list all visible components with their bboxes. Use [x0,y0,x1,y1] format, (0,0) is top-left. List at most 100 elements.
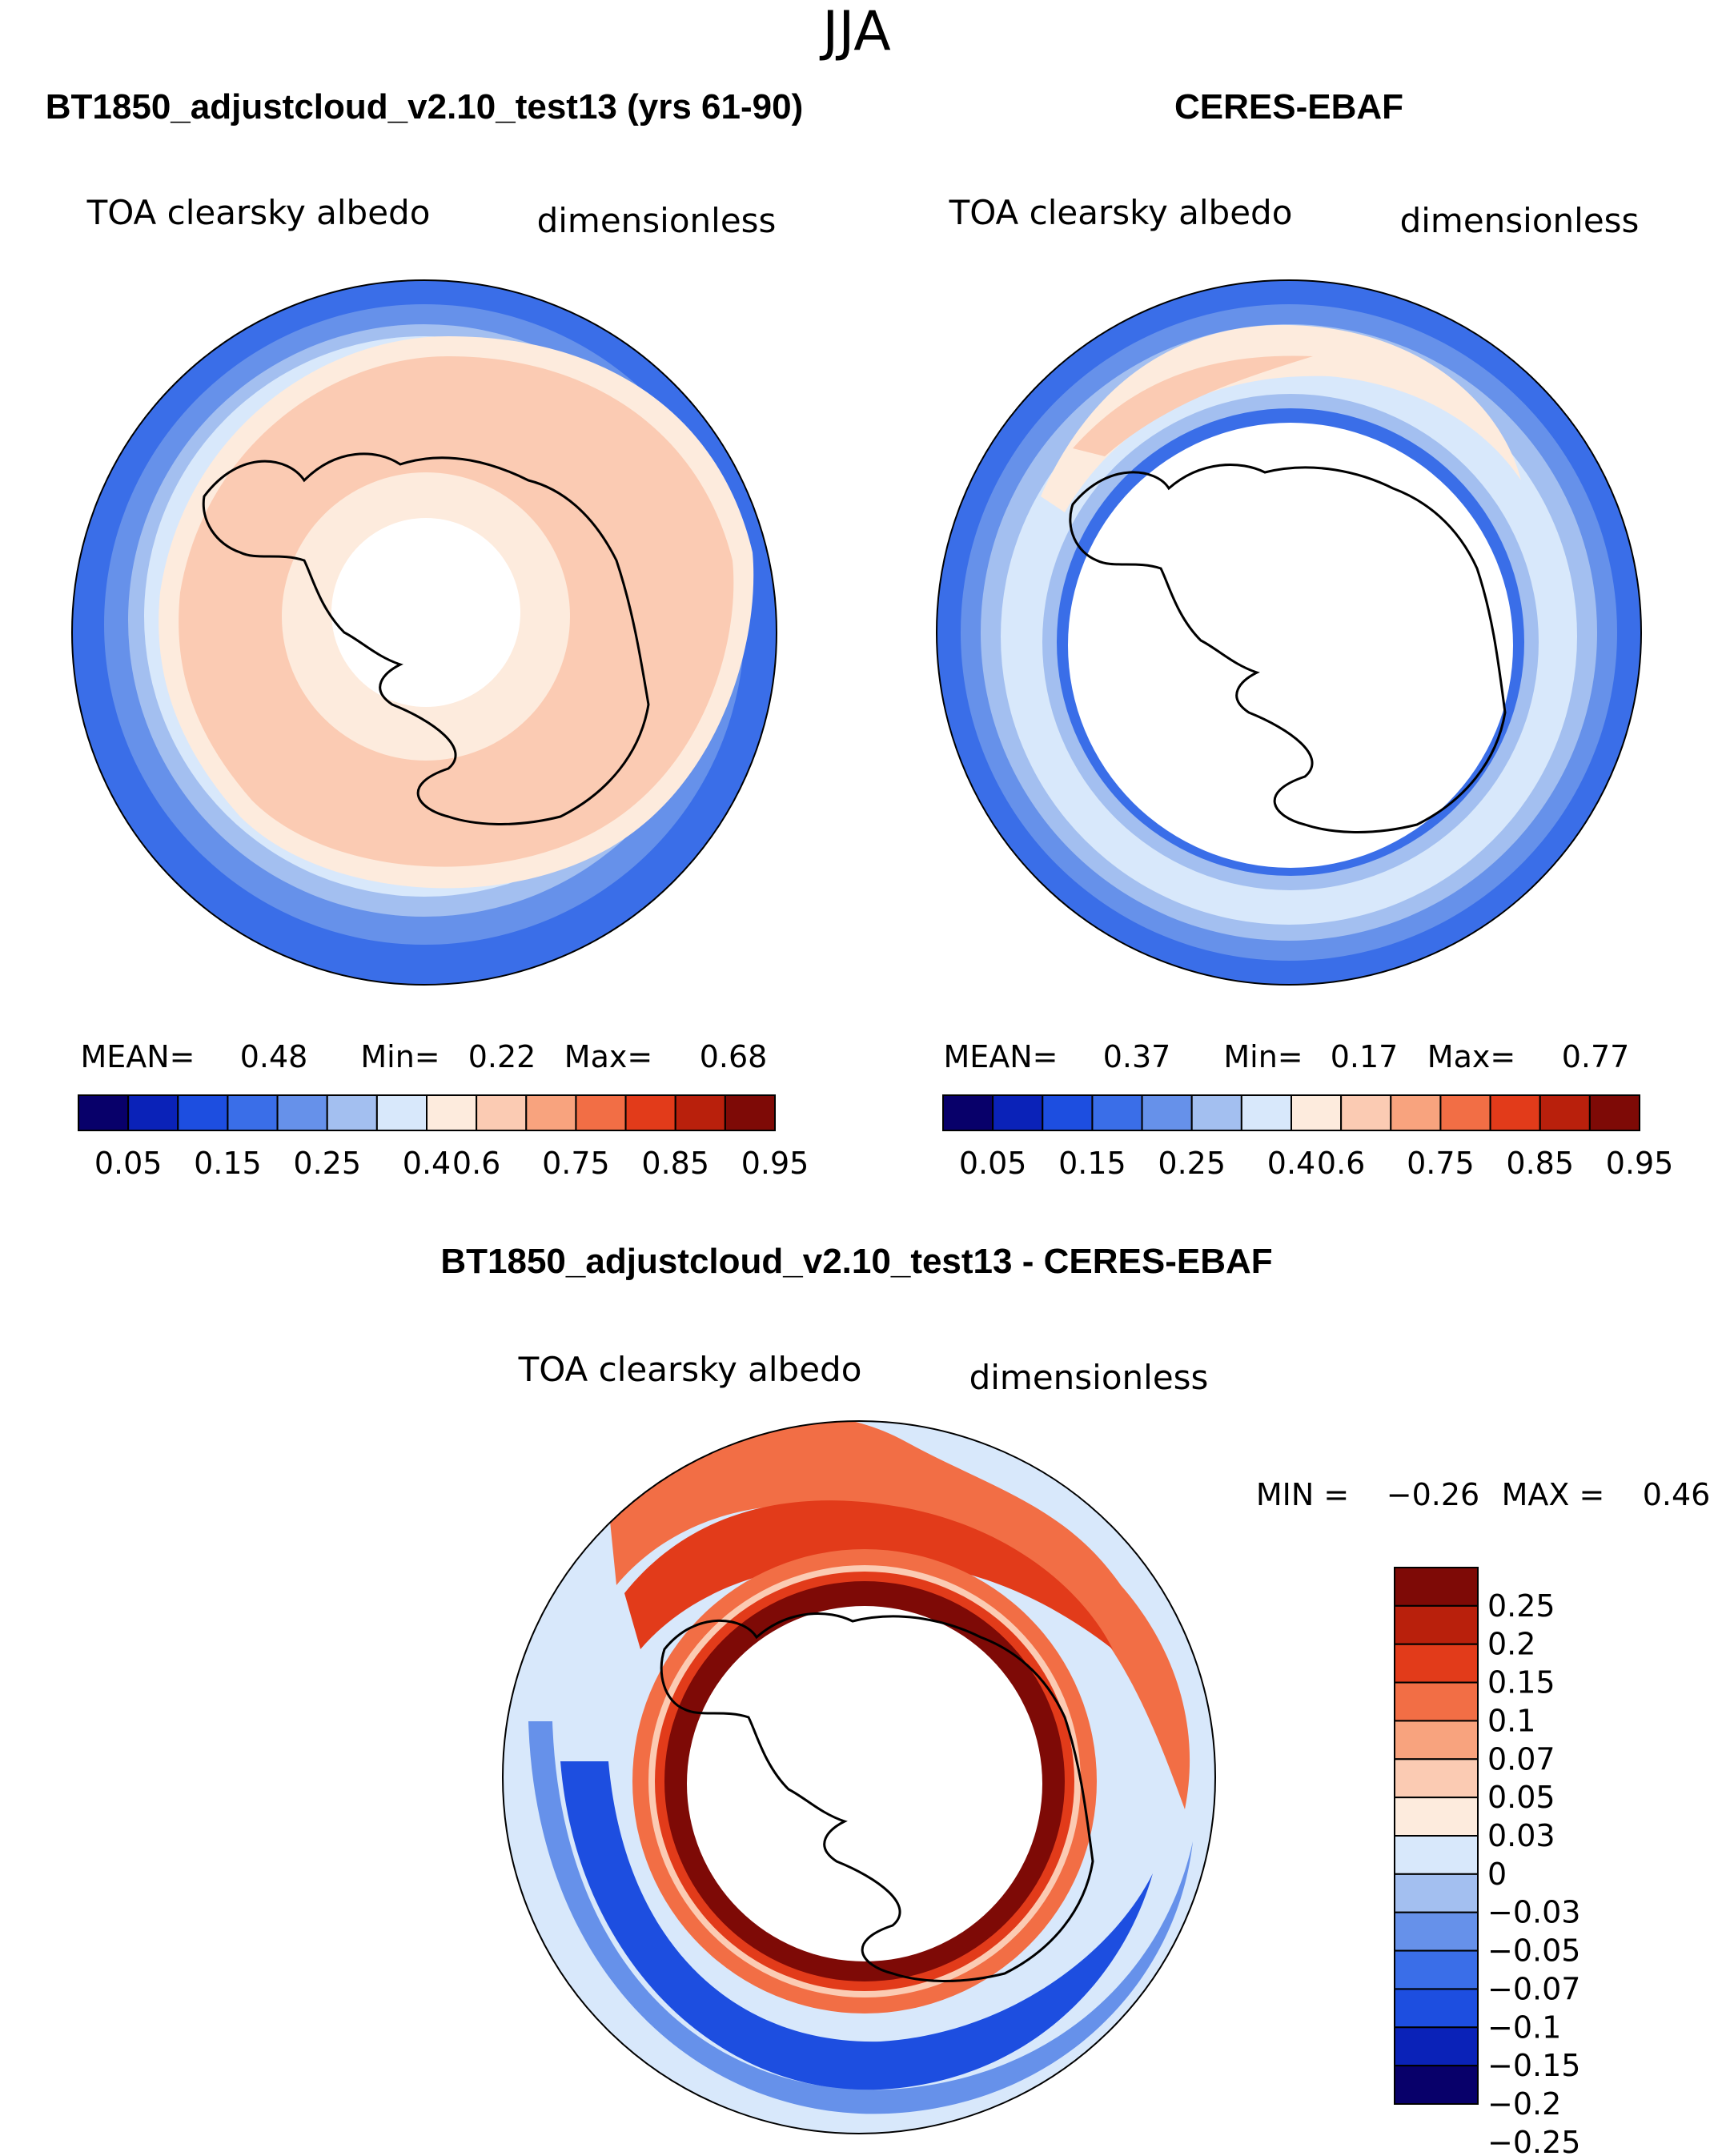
ceres-colorbar-swatch [1240,1094,1293,1131]
ceres-colorbar-swatch [1291,1094,1343,1131]
colorbar-model: 0.05 0.15 0.25 0.4 0.6 0.75 0.85 0.95 [78,1094,809,1181]
ceres-colorbar-swatch [1489,1094,1541,1131]
colorbar-difference: 0.250.20.150.10.070.050.030−0.03−0.05−0.… [1394,1567,1580,2156]
model-pole-hole [331,518,520,707]
panel-ceres: CERES-EBAF TOA clearsky albedo dimension… [936,87,1674,1181]
model-colorbar-tick-label: 0.6 [452,1146,500,1181]
diff-colorbar-swatch [1394,1567,1479,1607]
ceres-mean-value: 0.37 [1103,1039,1171,1074]
model-colorbar-swatch [127,1094,179,1131]
ceres-colorbar-tick-label: 0.4 [1267,1146,1315,1181]
model-min-value: 0.22 [468,1039,536,1074]
ceres-colorbar-tick-label: 0.25 [1158,1146,1226,1181]
diff-positive-inner-arc [624,1500,1113,1649]
model-colorbar-swatch [476,1094,528,1131]
ceres-max-value: 0.77 [1562,1039,1630,1074]
panel-difference-variable: TOA clearsky albedo [518,1350,862,1389]
model-colorbar-swatch [227,1094,279,1131]
model-colorbar-tick-label: 0.25 [293,1146,361,1181]
colorbar-ceres: 0.05 0.15 0.25 0.4 0.6 0.75 0.85 0.95 [942,1094,1674,1181]
panel-model: BT1850_adjustcloud_v2.10_test13 (yrs 61-… [46,87,809,1181]
ceres-colorbar-tick-label: 0.05 [959,1146,1027,1181]
diff-colorbar-swatch [1394,1758,1479,1799]
ceres-colorbar-swatch [942,1094,994,1131]
diff-colorbar-swatch [1394,1720,1479,1761]
diff-max-value: 0.46 [1643,1477,1711,1512]
diff-colorbar-tick-label: 0.15 [1487,1665,1555,1700]
diff-colorbar-swatch [1394,1604,1479,1645]
model-colorbar-tick-label: 0.85 [641,1146,709,1181]
ceres-colorbar-swatch [1190,1094,1242,1131]
panel-difference-units: dimensionless [969,1358,1209,1397]
diff-colorbar-swatch [1394,1681,1479,1722]
ceres-colorbar-tick-label: 0.85 [1506,1146,1574,1181]
diff-min-value: −0.26 [1387,1477,1479,1512]
model-colorbar-tick-label: 0.95 [741,1146,809,1181]
ceres-colorbar-swatch [1141,1094,1193,1131]
diff-colorbar-swatch [1394,1988,1479,2029]
model-min-label: Min= [360,1039,440,1074]
diff-colorbar-tick-label: 0.03 [1487,1818,1555,1853]
ceres-colorbar-tick-label: 0.15 [1058,1146,1126,1181]
diff-colorbar-tick-label: 0.25 [1487,1588,1555,1624]
model-colorbar-tick-label: 0.15 [194,1146,262,1181]
model-mean-label: MEAN= [80,1039,195,1074]
model-colorbar-swatch [78,1094,130,1131]
ceres-colorbar-swatch [1091,1094,1143,1131]
model-colorbar-tick-label: 0.75 [542,1146,610,1181]
model-max-label: Max= [564,1039,652,1074]
panel-model-variable: TOA clearsky albedo [86,193,431,232]
diff-colorbar-swatch [1394,1949,1479,1990]
panel-ceres-title: CERES-EBAF [1174,87,1403,126]
ceres-colorbar-swatch [1439,1094,1491,1131]
panel-model-title: BT1850_adjustcloud_v2.10_test13 (yrs 61-… [46,87,804,126]
ceres-colorbar-tick-label: 0.95 [1606,1146,1674,1181]
diff-max-label: MAX = [1502,1477,1605,1512]
map-ceres [937,280,1641,985]
diff-colorbar-tick-label: 0 [1487,1857,1507,1892]
model-colorbar-swatch [724,1094,776,1131]
diff-min-label: MIN = [1256,1477,1349,1512]
model-colorbar-swatch [525,1094,577,1131]
ceres-mean-label: MEAN= [943,1039,1058,1074]
diff-colorbar-swatch [1394,1911,1479,1952]
diff-colorbar-swatch [1394,1643,1479,1684]
diff-colorbar-swatch [1394,1835,1479,1875]
season-title: JJA [819,0,890,63]
model-max-value: 0.68 [700,1039,768,1074]
model-colorbar-swatch [326,1094,378,1131]
diff-colorbar-tick-label: −0.1 [1487,2009,1561,2045]
ceres-colorbar-swatch [1390,1094,1442,1131]
panel-ceres-variable: TOA clearsky albedo [949,193,1293,232]
map-difference [503,1421,1215,2134]
panel-ceres-units: dimensionless [1400,201,1640,240]
map-model [72,280,777,985]
panel-model-units: dimensionless [537,201,777,240]
ceres-colorbar-swatch [992,1094,1044,1131]
ceres-min-value: 0.17 [1331,1039,1399,1074]
model-antarctica-coast [202,452,650,825]
model-colorbar-swatch [674,1094,726,1131]
ceres-upper-arc [1041,324,1521,512]
diff-colorbar-swatch [1394,2026,1479,2067]
ceres-colorbar-tick-label: 0.75 [1407,1146,1475,1181]
diff-colorbar-tick-label: 0.05 [1487,1780,1555,1815]
ceres-colorbar-swatch [1588,1094,1641,1131]
model-mean-value: 0.48 [240,1039,308,1074]
model-colorbar-swatch [276,1094,328,1131]
ceres-min-label: Min= [1223,1039,1303,1074]
diff-colorbar-tick-label: −0.15 [1487,2048,1580,2083]
model-colorbar-swatch [575,1094,627,1131]
diff-colorbar-tick-label: −0.05 [1487,1933,1580,1969]
diff-colorbar-tick-label: −0.07 [1487,1971,1580,2006]
ceres-colorbar-swatch [1340,1094,1392,1131]
diff-colorbar-tick-label: −0.25 [1487,2125,1580,2156]
model-colorbar-swatch [426,1094,478,1131]
model-colorbar-tick-label: 0.4 [403,1146,451,1181]
ceres-colorbar-swatch [1539,1094,1591,1131]
ceres-colorbar-swatch [1042,1094,1094,1131]
diff-colorbar-tick-label: 0.07 [1487,1741,1555,1777]
diff-positive-outer-arc [608,1421,1190,1809]
diff-colorbar-tick-label: −0.03 [1487,1895,1580,1930]
diff-colorbar-tick-label: 0.1 [1487,1703,1535,1738]
